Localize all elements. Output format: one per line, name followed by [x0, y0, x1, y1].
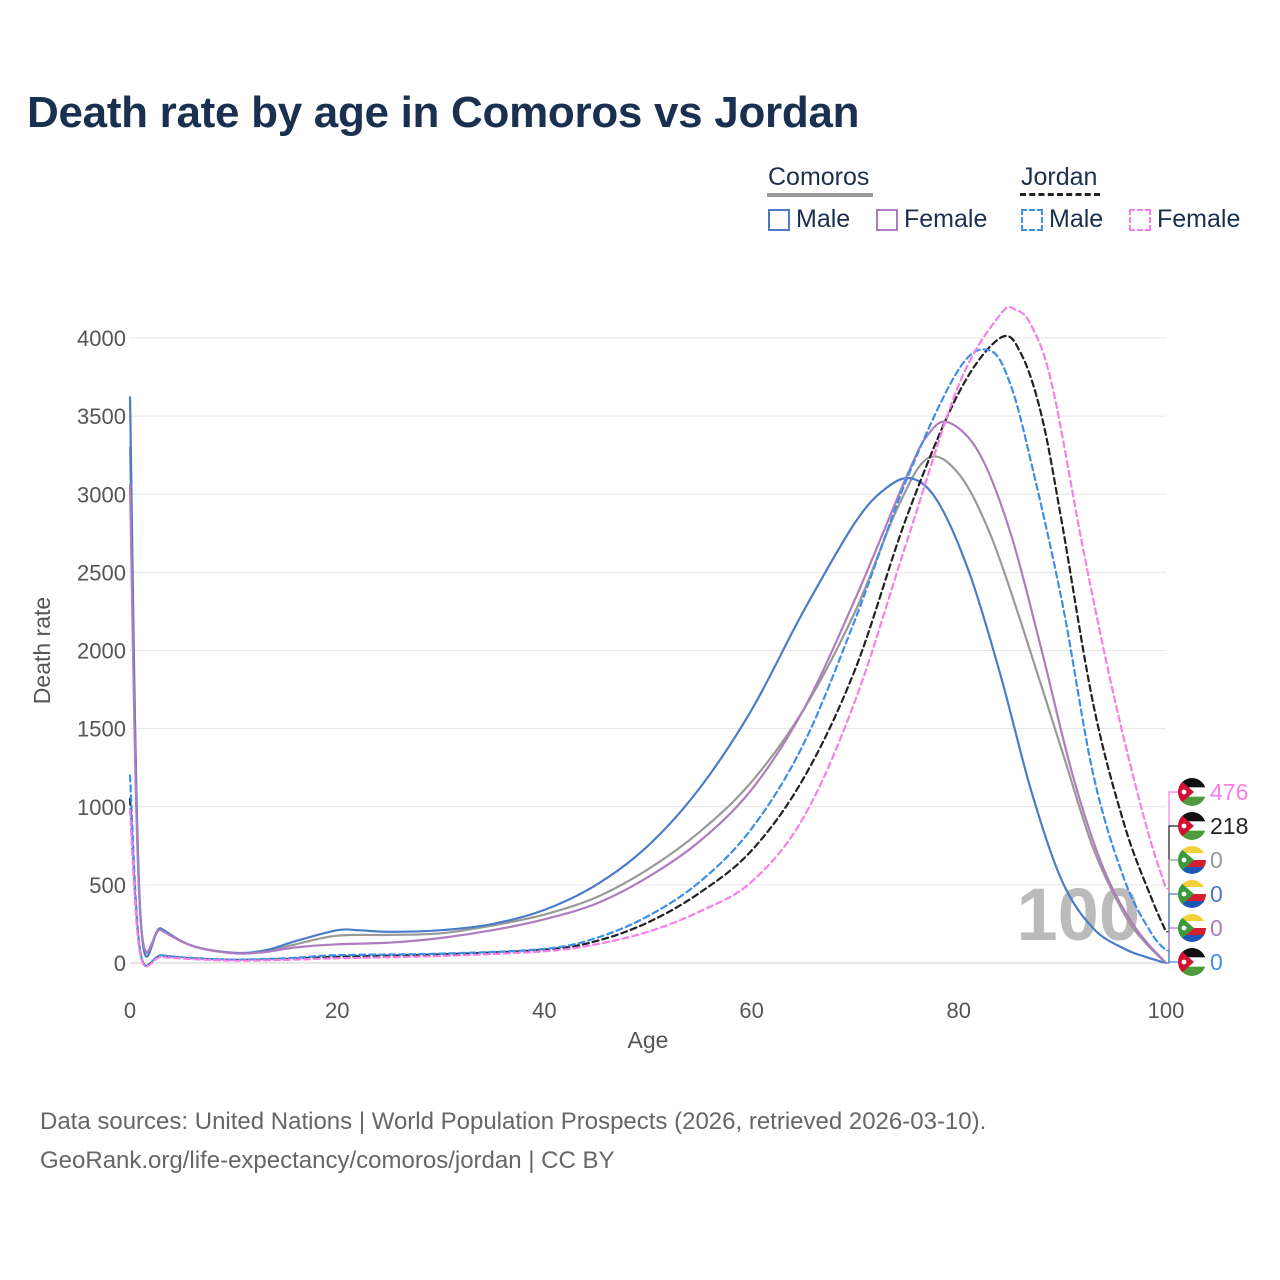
end-label-value-2: 0	[1210, 847, 1223, 873]
end-label-value-5: 0	[1210, 949, 1223, 975]
end-label-connector-1	[1166, 825, 1178, 933]
y-tick-label-4000: 4000	[77, 326, 126, 351]
flag-icon-comoros-4	[1178, 914, 1206, 942]
end-label-connector-0	[1166, 791, 1178, 890]
y-tick-label-500: 500	[89, 873, 126, 898]
chart-title: Death rate by age in Comoros vs Jordan	[27, 88, 860, 137]
source-line-1: Data sources: United Nations | World Pop…	[40, 1108, 987, 1135]
legend-underline-jordan	[1020, 193, 1100, 196]
legend-swatch-jordan-male	[1021, 208, 1043, 231]
x-tick-label-20: 20	[325, 998, 349, 1023]
y-tick-label-1500: 1500	[77, 717, 126, 742]
legend-label-comoros-female: Female	[904, 205, 988, 233]
y-tick-label-2500: 2500	[77, 560, 126, 585]
flag-icon-jordan-0	[1178, 778, 1206, 806]
end-label-connector-4	[1166, 927, 1178, 964]
end-label-value-0: 476	[1210, 779, 1248, 805]
end-label-connector-5	[1166, 949, 1178, 963]
y-tick-label-3500: 3500	[77, 404, 126, 429]
legend-swatch-comoros-male	[768, 208, 790, 231]
flag-icon-comoros-3	[1178, 880, 1206, 908]
current-age-watermark: 100	[1017, 873, 1140, 956]
x-tick-label-80: 80	[947, 998, 971, 1023]
legend-group-title-comoros: Comoros	[768, 163, 870, 191]
legend-swatch-comoros-female	[876, 208, 898, 231]
legend-item-comoros-male[interactable]: Male	[768, 205, 850, 234]
end-label-value-3: 0	[1210, 881, 1223, 907]
series-line-jordan-female	[128, 305, 1168, 968]
legend-item-jordan-female[interactable]: Female	[1129, 205, 1240, 234]
end-label-value-4: 0	[1210, 915, 1223, 941]
source-line-2[interactable]: GeoRank.org/life-expectancy/comoros/jord…	[40, 1147, 615, 1174]
x-axis-title: Age	[628, 1027, 669, 1053]
series-line-jordan-male	[128, 348, 1168, 968]
end-label-connector-2	[1166, 859, 1178, 964]
legend-label-comoros-male: Male	[796, 205, 851, 233]
x-tick-label-60: 60	[739, 998, 763, 1023]
y-tick-label-1000: 1000	[77, 795, 126, 820]
y-tick-label-2000: 2000	[77, 639, 126, 664]
series-line-comoros-female	[128, 420, 1168, 965]
series-line-comoros-total	[128, 446, 1168, 965]
legend-item-jordan-male[interactable]: Male	[1021, 205, 1103, 234]
flag-icon-jordan-5	[1178, 948, 1206, 976]
y-tick-label-3000: 3000	[77, 482, 126, 507]
x-tick-label-40: 40	[532, 998, 556, 1023]
flag-icon-jordan-1	[1178, 812, 1206, 840]
legend-label-jordan-male: Male	[1049, 205, 1104, 233]
legend-label-jordan-female: Female	[1157, 205, 1241, 233]
end-label-value-1: 218	[1210, 813, 1248, 839]
legend-item-comoros-female[interactable]: Female	[876, 205, 987, 234]
y-tick-label-0: 0	[114, 951, 126, 976]
flag-icon-comoros-2	[1178, 846, 1206, 874]
x-tick-label-100: 100	[1148, 998, 1185, 1023]
x-tick-label-0: 0	[124, 998, 136, 1023]
legend-group-title-jordan: Jordan	[1021, 163, 1098, 191]
y-axis-title: Death rate	[29, 597, 55, 704]
legend-swatch-jordan-female	[1129, 208, 1151, 231]
legend-underline-comoros	[767, 193, 873, 197]
